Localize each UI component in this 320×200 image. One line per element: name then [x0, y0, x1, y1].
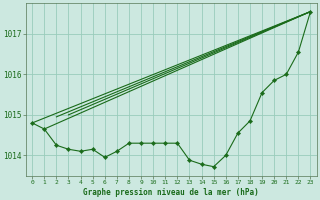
- X-axis label: Graphe pression niveau de la mer (hPa): Graphe pression niveau de la mer (hPa): [84, 188, 259, 197]
